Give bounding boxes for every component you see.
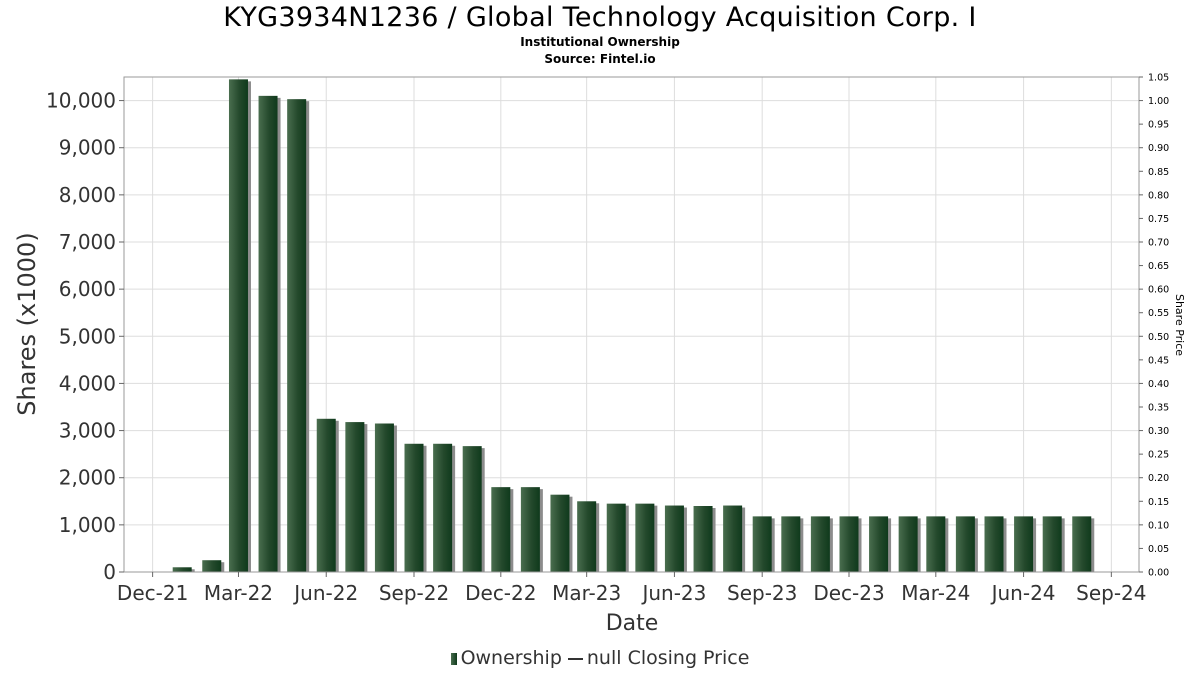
y-tick-label: 4,000 <box>59 371 116 395</box>
ownership-bar <box>345 422 365 572</box>
ownership-bar <box>606 503 626 572</box>
y2-tick-label: 0.30 <box>1148 426 1169 437</box>
ownership-bar <box>781 516 801 572</box>
ownership-bar <box>1042 516 1062 572</box>
y2-tick-label: 0.25 <box>1148 450 1169 461</box>
plot-frame <box>123 76 1140 573</box>
y-axis: 0 1,000 2,000 3,000 4,000 5,000 6,000 7,000 8,00… <box>46 89 124 584</box>
ownership-bar <box>898 516 918 572</box>
ownership-bar <box>577 501 597 572</box>
y2-tick-label: 0.10 <box>1148 520 1169 531</box>
x-tick-label: Dec-22 <box>465 581 536 605</box>
ownership-bar <box>374 423 394 572</box>
x-tick-label: Jun-24 <box>990 581 1056 605</box>
y2-axis: 0.00 0.05 0.10 0.15 0.20 0.25 0.30 0.35 0.40 0.45… <box>1139 73 1169 579</box>
y2-tick-label: 1.00 <box>1148 96 1169 107</box>
y-tick-label: 5,000 <box>59 324 116 348</box>
y-tick-label: 10,000 <box>46 89 116 113</box>
x-tick-label: Sep-23 <box>727 581 797 605</box>
ownership-bar <box>287 99 307 573</box>
x-tick-label: Jun-22 <box>292 581 358 605</box>
x-tick-label: Dec-23 <box>813 581 884 605</box>
x-tick-label: Mar-24 <box>901 581 970 605</box>
ownership-bar <box>520 487 540 572</box>
y-tick-label: 3,000 <box>59 419 116 443</box>
bar-series <box>172 79 1095 573</box>
ownership-bar <box>664 505 684 572</box>
ownership-bar <box>172 567 192 572</box>
y2-tick-label: 0.40 <box>1148 379 1169 390</box>
y-tick-label: 6,000 <box>59 277 116 301</box>
ownership-bar <box>1014 516 1034 572</box>
ownership-bar <box>869 516 889 572</box>
legend-price-line <box>567 657 583 660</box>
y2-tick-label: 0.50 <box>1148 332 1169 343</box>
y2-axis-label: Share Price <box>1173 294 1186 356</box>
y2-tick-label: 0.80 <box>1148 190 1169 201</box>
ownership-bar <box>404 443 424 572</box>
y-tick-label: 0 <box>103 560 116 584</box>
y-tick-label: 1,000 <box>59 513 116 537</box>
x-tick-label: Dec-21 <box>117 581 188 605</box>
x-tick-label: Sep-22 <box>379 581 449 605</box>
y-tick-label: 7,000 <box>59 230 116 254</box>
ownership-bar <box>462 446 482 572</box>
ownership-bar <box>228 79 248 572</box>
legend-ownership-label: Ownership <box>460 647 562 669</box>
ownership-bar <box>752 516 772 572</box>
ownership-bar <box>839 516 859 572</box>
y2-tick-label: 0.00 <box>1148 568 1169 579</box>
ownership-bar <box>635 503 655 572</box>
y2-tick-label: 0.70 <box>1148 238 1169 249</box>
x-tick-label: Jun-23 <box>640 581 706 605</box>
ownership-bar <box>926 516 946 572</box>
legend: Ownership null Closing Price <box>0 647 1200 669</box>
y2-tick-label: 0.90 <box>1148 143 1169 154</box>
y-tick-label: 8,000 <box>59 183 116 207</box>
ownership-bar <box>955 516 975 572</box>
x-tick-label: Sep-24 <box>1076 581 1146 605</box>
y2-tick-label: 1.05 <box>1148 73 1169 84</box>
y2-tick-label: 0.75 <box>1148 214 1169 225</box>
y-tick-label: 9,000 <box>59 136 116 160</box>
ownership-bar <box>693 506 713 572</box>
y2-tick-label: 0.05 <box>1148 544 1169 555</box>
legend-price-label: null Closing Price <box>586 647 750 669</box>
ownership-bar <box>550 494 570 572</box>
y2-tick-label: 0.45 <box>1148 355 1169 366</box>
chart-title: KYG3934N1236 / Global Technology Acquisi… <box>223 2 977 33</box>
ownership-bar <box>723 505 743 572</box>
x-tick-label: Mar-23 <box>552 581 621 605</box>
ownership-bar <box>258 95 278 572</box>
y2-tick-label: 0.35 <box>1148 403 1169 414</box>
ownership-bar <box>810 516 830 572</box>
x-axis: Dec-21 Mar-22 Jun-22 Sep-22 Dec-22 Mar-23 Jun-… <box>117 572 1147 605</box>
y2-tick-label: 0.60 <box>1148 285 1169 296</box>
y2-tick-label: 0.65 <box>1148 261 1169 272</box>
y2-tick-label: 0.20 <box>1148 473 1169 484</box>
chart-subtitle: Institutional Ownership <box>520 35 680 49</box>
legend-ownership-swatch <box>450 652 457 665</box>
ownership-bar <box>1072 516 1092 572</box>
x-axis-label: Date <box>606 611 659 636</box>
ownership-bar <box>491 487 511 572</box>
x-tick-label: Mar-22 <box>204 581 273 605</box>
y-tick-label: 2,000 <box>59 466 116 490</box>
y2-tick-label: 0.15 <box>1148 497 1169 508</box>
y2-tick-label: 0.85 <box>1148 167 1169 178</box>
y-axis-label: Shares (x1000) <box>13 232 41 415</box>
chart-source: Source: Fintel.io <box>544 52 656 66</box>
ownership-bar <box>316 418 336 572</box>
ownership-bar <box>433 443 453 572</box>
y2-tick-label: 0.55 <box>1148 308 1169 319</box>
y2-tick-label: 0.95 <box>1148 120 1169 131</box>
ownership-bar <box>984 516 1004 572</box>
ownership-bar <box>202 560 222 572</box>
